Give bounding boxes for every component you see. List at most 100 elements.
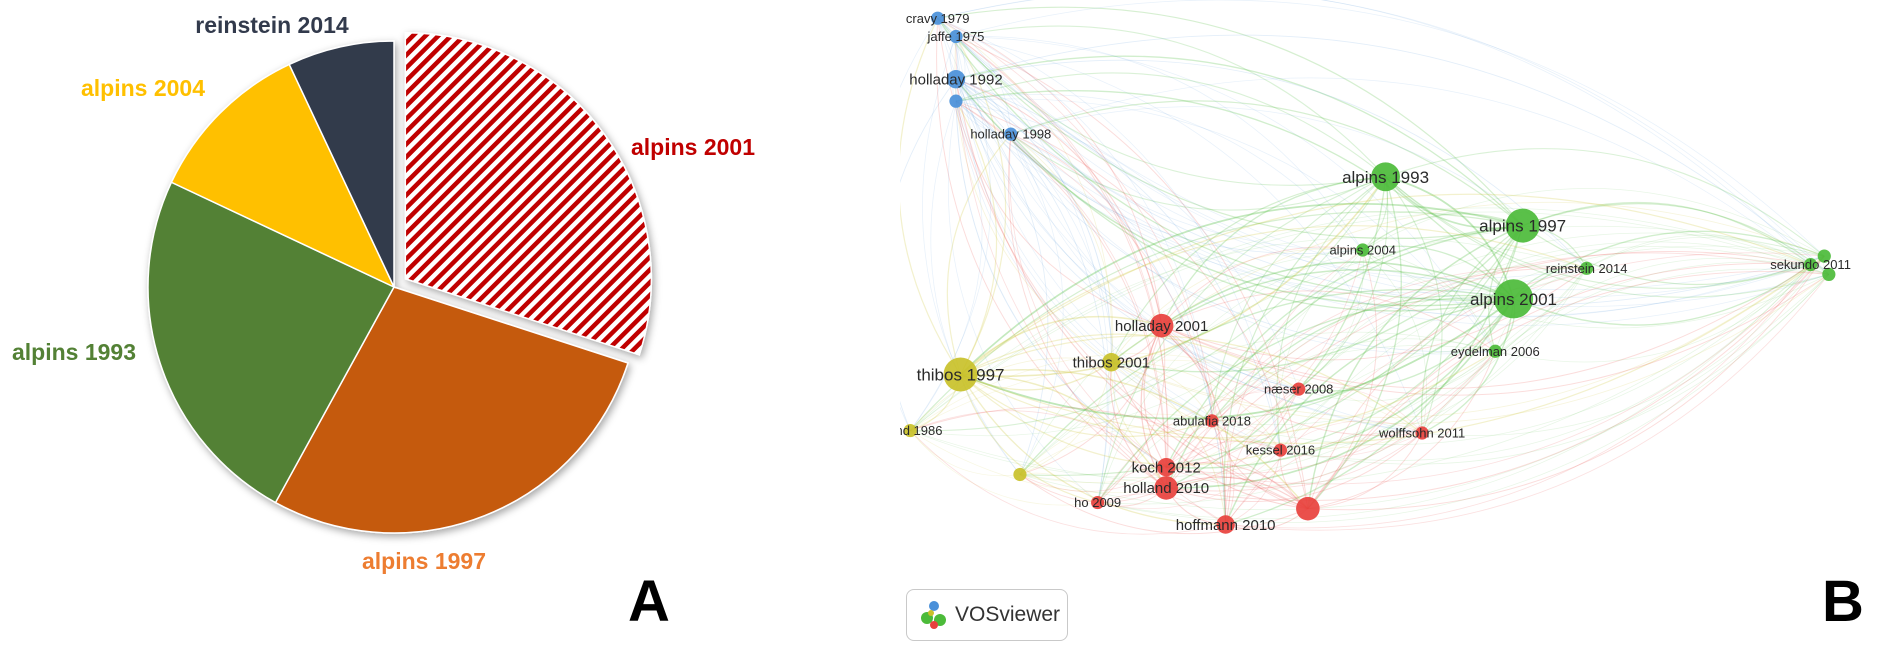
vosviewer-badge[interactable]: VOSviewer (906, 589, 1068, 641)
network-node[interactable] (1013, 467, 1027, 482)
network-edge (955, 0, 1825, 257)
network-edge (955, 93, 1363, 251)
network-node-reinstein-2014[interactable] (1580, 261, 1594, 275)
network-edge (1280, 268, 1587, 451)
network-edge (1161, 325, 1299, 391)
network-node[interactable] (1822, 267, 1836, 281)
network-node-eydelman-2006[interactable] (1488, 344, 1502, 358)
network-edge (960, 176, 1387, 377)
network-edge (1097, 249, 1363, 503)
network-node-abulafia-2018[interactable] (1205, 414, 1219, 428)
network-edge (1111, 248, 1363, 363)
network-edge (960, 225, 1587, 375)
network-edge (1166, 350, 1496, 492)
network-edge (955, 101, 1162, 327)
network-edge (955, 100, 1300, 390)
network-node-wolffsohn-2011[interactable] (1415, 426, 1429, 440)
network-node-holland-2010[interactable] (1154, 476, 1178, 500)
network-label-alpins-1993: alpins 1993 (1342, 168, 1429, 187)
network-edge (955, 36, 1811, 298)
panel-label-a: A (628, 569, 670, 634)
network-edge (955, 79, 1423, 434)
network-edge (1362, 213, 1523, 251)
network-edge (1111, 274, 1830, 424)
network-edge (1422, 255, 1825, 436)
network-node-alpins-2001[interactable] (1493, 279, 1534, 319)
network-node-koch-2012[interactable] (1157, 457, 1176, 477)
network-edge (1165, 441, 1281, 468)
network-edge (1097, 449, 1281, 509)
network-edge (960, 369, 1309, 510)
network-edge (1010, 77, 1811, 265)
network-edge (955, 59, 1587, 269)
network-edge (955, 78, 1112, 363)
network-edge (1097, 345, 1496, 503)
network-edge (910, 410, 1167, 468)
pie-label-reinstein-2014: reinstein 2014 (195, 12, 349, 38)
network-edge (955, 36, 1213, 422)
network-edge (1224, 249, 1363, 525)
network-edge (909, 430, 1021, 477)
network-edge (910, 406, 1309, 510)
network-edge (955, 78, 1496, 353)
network-edge (1307, 249, 1378, 509)
network-node[interactable] (1296, 496, 1320, 521)
network-label-koch-2012: koch 2012 (1132, 459, 1201, 476)
network-edge (1307, 176, 1402, 510)
network-edge (1161, 325, 1232, 525)
network-label-ho-2009: ho 2009 (1074, 495, 1121, 510)
network-node-cravy-1979[interactable] (931, 11, 945, 25)
network-edge (1385, 176, 1811, 289)
network-node-bland-1986[interactable] (903, 423, 917, 438)
network-edge (1166, 388, 1300, 468)
network-edge (955, 36, 966, 102)
network-edge (910, 207, 1811, 431)
network-edge (960, 335, 1423, 434)
network-edge (1224, 298, 1514, 525)
network-edge (955, 78, 1227, 525)
network-node-thibos-2001[interactable] (1102, 353, 1121, 372)
network-node-thibos-1997[interactable] (943, 357, 978, 392)
network-edge (937, 6, 1524, 227)
network-edge (1522, 203, 1830, 275)
network-edge (1019, 472, 1098, 503)
network-node[interactable] (949, 94, 963, 108)
network-node-alpins-2004[interactable] (1356, 243, 1370, 257)
network-edge (1211, 176, 1386, 421)
network-edge (937, 17, 1012, 135)
network-label-jaffe-1975: jaffe 1975 (927, 29, 985, 44)
network-edge (909, 430, 1226, 535)
network-edge (1019, 331, 1496, 475)
network-node-kessel-2016[interactable] (1273, 443, 1288, 457)
network-edge (1111, 361, 1423, 449)
network-edge (1019, 474, 1309, 535)
network-node-jaffe-1975[interactable] (949, 29, 963, 44)
network-edge (1307, 224, 1523, 509)
network-node-alpins-1997[interactable] (1505, 208, 1540, 243)
network-edge (955, 79, 1299, 390)
network-edge (1211, 420, 1235, 525)
pie-label-alpins-1997: alpins 1997 (362, 548, 486, 574)
network-node-holladay-2001[interactable] (1149, 313, 1174, 338)
network-edge (1019, 362, 1112, 475)
network-node-sekundo-2011[interactable] (1803, 258, 1818, 272)
network-edge (959, 374, 1098, 504)
network-edge (1161, 273, 1830, 396)
network-edge (955, 35, 1364, 251)
network-edge (910, 353, 1299, 431)
network-node-n-ser-2008[interactable] (1292, 382, 1306, 396)
network-node[interactable] (1817, 249, 1831, 263)
network-edge (1111, 361, 1213, 422)
network-node-ho-2009[interactable] (1091, 495, 1105, 510)
network-node-alpins-1993[interactable] (1371, 162, 1400, 192)
network-edge (955, 36, 1168, 468)
network-edge (1110, 176, 1386, 363)
network-edge (1280, 350, 1496, 451)
network-edge (1225, 274, 1830, 531)
network-node-holladay-1992[interactable] (946, 70, 966, 89)
network-edge (955, 36, 1281, 451)
network-node-hoffmann-2010[interactable] (1216, 515, 1235, 534)
network-edge (955, 36, 1309, 509)
network-edge (1110, 362, 1167, 468)
network-node-holladay-1998[interactable] (1004, 127, 1018, 141)
